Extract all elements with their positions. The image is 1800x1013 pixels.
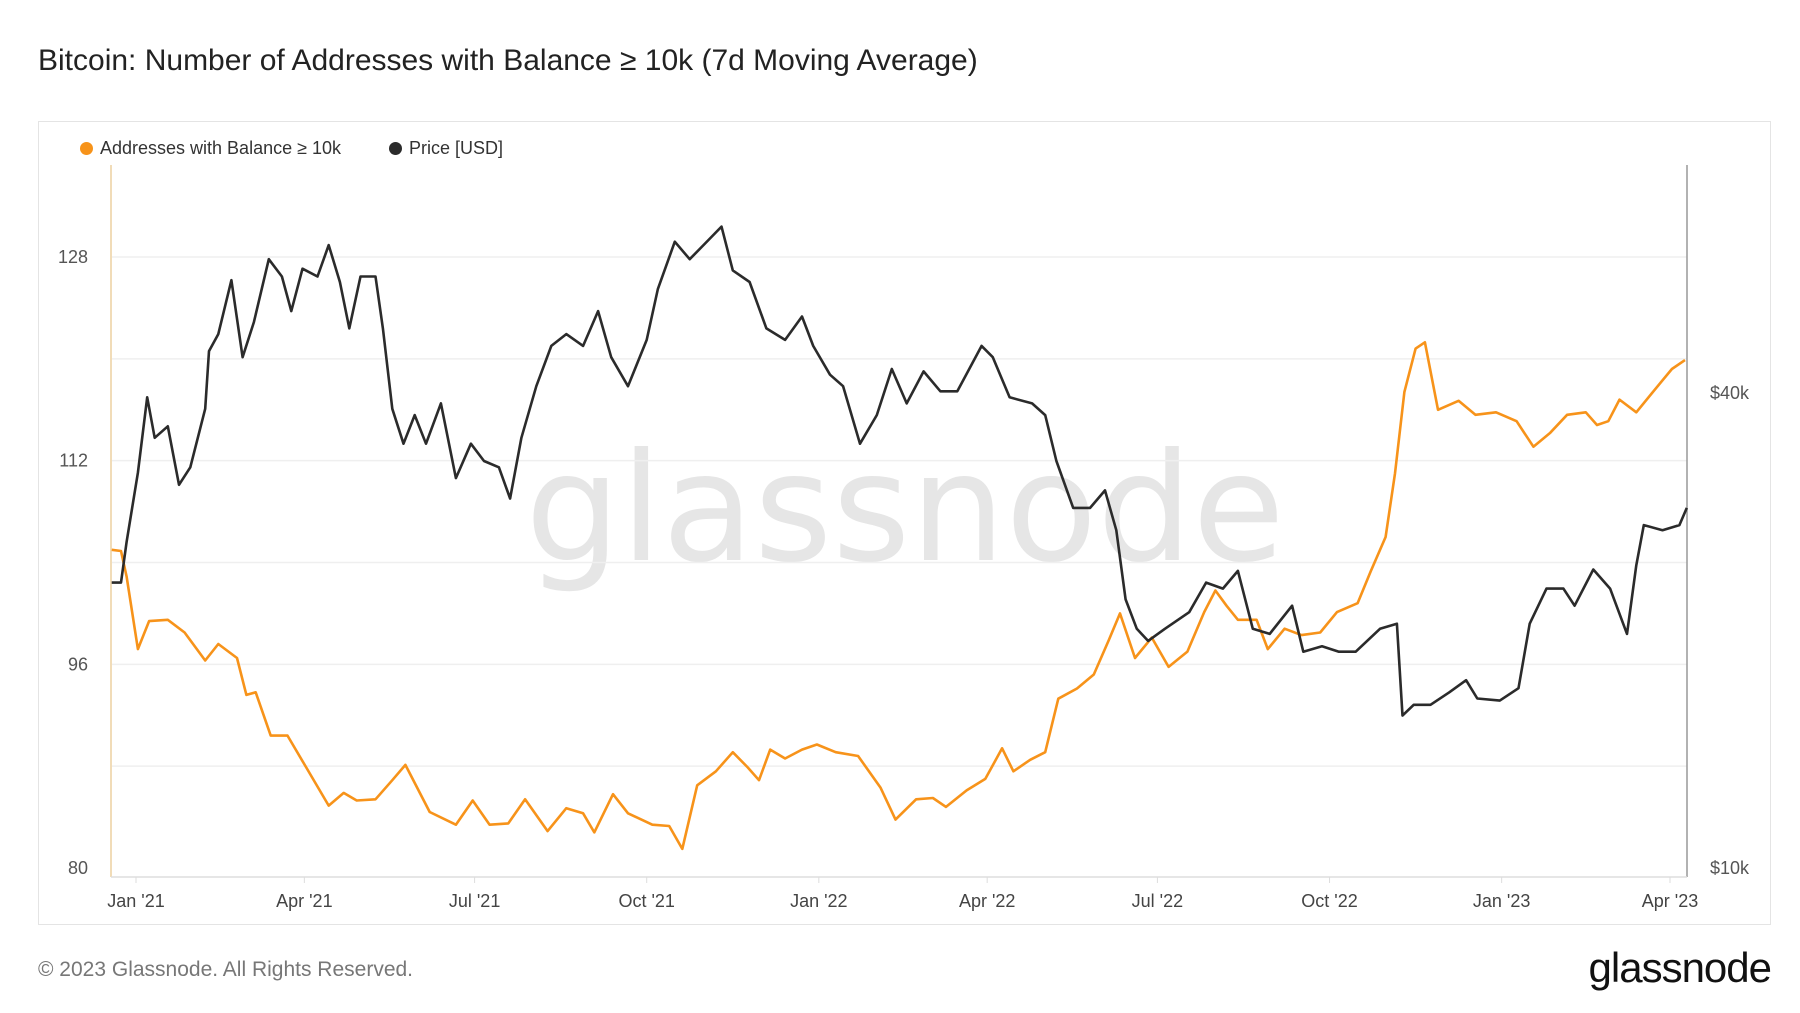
x-tick-label: Oct '22 xyxy=(1301,891,1357,911)
y-left-tick-label: 112 xyxy=(59,451,88,471)
x-tick-label: Jul '21 xyxy=(449,891,500,911)
chart-title: Bitcoin: Number of Addresses with Balanc… xyxy=(38,44,978,77)
legend: Addresses with Balance ≥ 10k Price [USD] xyxy=(80,138,503,159)
x-tick-label: Apr '22 xyxy=(959,891,1015,911)
x-tick-label: Jan '23 xyxy=(1473,891,1530,911)
copyright: © 2023 Glassnode. All Rights Reserved. xyxy=(38,958,414,981)
x-tick-label: Oct '21 xyxy=(618,891,674,911)
price-series-line xyxy=(111,225,1688,717)
legend-label: Addresses with Balance ≥ 10k xyxy=(100,138,342,158)
watermark: glassnode xyxy=(525,422,1284,596)
y-left-tick-label: 128 xyxy=(58,247,88,267)
addresses-series-line xyxy=(111,341,1686,851)
legend-item-addresses[interactable]: Addresses with Balance ≥ 10k xyxy=(80,138,341,159)
orange-dot-icon xyxy=(80,142,93,155)
y-left-tick-label: 96 xyxy=(68,654,88,674)
x-tick-label: Jan '22 xyxy=(790,891,847,911)
glassnode-logo: glassnode xyxy=(1588,944,1772,991)
legend-item-price[interactable]: Price [USD] xyxy=(389,138,503,159)
x-tick-label: Jan '21 xyxy=(107,891,164,911)
y-right-tick-label: $10k xyxy=(1710,858,1750,878)
x-tick-label: Apr '23 xyxy=(1642,891,1698,911)
x-tick-label: Apr '21 xyxy=(276,891,332,911)
legend-label: Price [USD] xyxy=(409,138,504,158)
chart-frame xyxy=(38,121,1771,925)
x-tick-label: Jul '22 xyxy=(1132,891,1183,911)
black-dot-icon xyxy=(389,142,403,155)
y-right-tick-label: $40k xyxy=(1710,383,1750,403)
y-left-tick-label: 80 xyxy=(68,858,88,878)
